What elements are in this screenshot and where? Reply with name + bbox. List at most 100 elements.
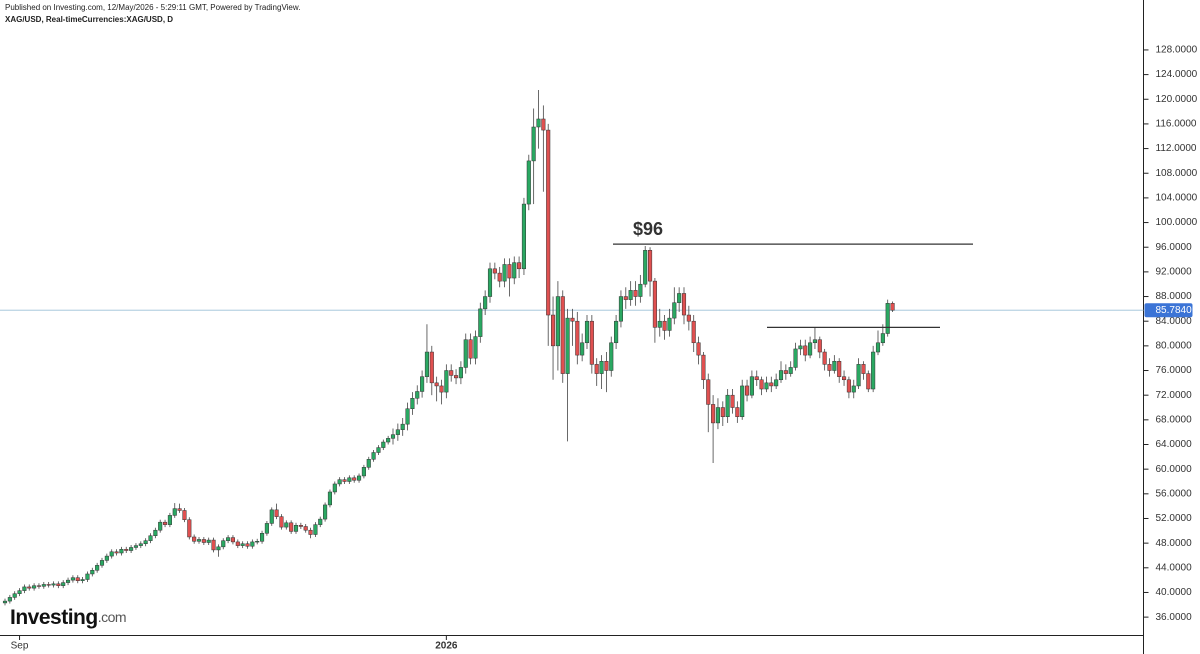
logo: Investing.com bbox=[10, 606, 126, 629]
candle-body bbox=[129, 547, 134, 551]
candle-body bbox=[725, 394, 730, 418]
candle-body bbox=[521, 203, 527, 270]
candle-body bbox=[211, 539, 216, 551]
y-tick-label: 48.0000 bbox=[1156, 538, 1193, 549]
x-tick-label: 2026 bbox=[435, 641, 458, 652]
candle-body bbox=[541, 118, 546, 131]
candle-body bbox=[468, 339, 473, 359]
candle-body bbox=[439, 385, 444, 393]
candle-body bbox=[536, 118, 541, 128]
candle-body bbox=[628, 290, 633, 300]
candle-body bbox=[371, 452, 376, 460]
y-tick-label: 40.0000 bbox=[1156, 587, 1193, 598]
candle-body bbox=[192, 536, 197, 542]
candle-body bbox=[90, 570, 95, 575]
candle-body bbox=[216, 546, 221, 551]
y-tick-label: 120.0000 bbox=[1156, 94, 1198, 105]
candle-body bbox=[158, 521, 163, 531]
candle-body bbox=[2, 600, 8, 604]
candle-body bbox=[885, 303, 890, 334]
candle-body bbox=[492, 268, 497, 274]
candle-body bbox=[444, 370, 449, 393]
candle-body bbox=[177, 508, 182, 511]
candle-body bbox=[70, 577, 75, 581]
candle-body bbox=[623, 296, 628, 300]
candle-body bbox=[546, 129, 551, 316]
y-tick-label: 124.0000 bbox=[1156, 69, 1198, 80]
candle-body bbox=[429, 351, 434, 384]
candle-body bbox=[357, 475, 362, 481]
candle-body bbox=[279, 516, 284, 528]
candle-body bbox=[827, 364, 832, 371]
candle-body bbox=[148, 535, 153, 541]
y-tick-label: 68.0000 bbox=[1156, 414, 1193, 425]
candle-body bbox=[618, 296, 624, 322]
candle-body bbox=[890, 303, 895, 311]
candle-body bbox=[99, 560, 105, 566]
candle-body bbox=[473, 336, 478, 359]
candle-body bbox=[652, 280, 657, 328]
candle-body bbox=[609, 342, 614, 371]
symbol-info: XAG/USD, Real-timeCurrencies:XAG/USD, D bbox=[5, 15, 173, 24]
y-tick-label: 60.0000 bbox=[1156, 464, 1193, 475]
candle-body bbox=[104, 555, 109, 561]
candle-body bbox=[551, 314, 556, 347]
candle-body bbox=[749, 376, 754, 396]
y-tick-label: 44.0000 bbox=[1156, 562, 1193, 573]
candle-body bbox=[410, 398, 415, 409]
logo-suffix: .com bbox=[98, 609, 126, 625]
y-tick-label: 84.0000 bbox=[1156, 316, 1193, 327]
candle-body bbox=[745, 385, 750, 396]
candle-body bbox=[415, 391, 420, 399]
candle-body bbox=[555, 296, 560, 347]
candle-body bbox=[255, 541, 260, 543]
candle-body bbox=[390, 434, 396, 439]
candle-body bbox=[463, 339, 468, 368]
candle-body bbox=[32, 585, 37, 589]
candle-body bbox=[51, 583, 56, 586]
candle-body bbox=[681, 293, 687, 316]
candle-body bbox=[395, 429, 400, 435]
candle-body bbox=[686, 314, 691, 322]
candle-body bbox=[133, 545, 138, 548]
candle-body bbox=[735, 407, 740, 418]
candle-body bbox=[405, 408, 410, 425]
candle-body bbox=[250, 541, 255, 547]
candle-body bbox=[633, 290, 638, 297]
candle-body bbox=[75, 577, 80, 581]
candle-body bbox=[323, 504, 328, 520]
candle-body bbox=[293, 525, 299, 532]
candle-body bbox=[861, 364, 866, 374]
candle-body bbox=[599, 361, 604, 374]
candle-body bbox=[376, 447, 381, 453]
candle-body bbox=[778, 370, 784, 381]
candle-body bbox=[570, 317, 575, 322]
candle-body bbox=[143, 540, 148, 545]
candle-body bbox=[342, 479, 347, 482]
candle-body bbox=[803, 345, 808, 356]
y-tick-label: 72.0000 bbox=[1156, 390, 1193, 401]
candle-body bbox=[512, 262, 517, 279]
candle-body bbox=[124, 549, 129, 551]
candle-body bbox=[386, 438, 391, 443]
candle-body bbox=[584, 320, 590, 344]
candle-body bbox=[424, 351, 429, 377]
candle-body bbox=[696, 342, 701, 356]
candle-body bbox=[837, 361, 842, 377]
candle-body bbox=[264, 523, 269, 534]
candle-body bbox=[153, 529, 158, 536]
candle-body bbox=[580, 342, 585, 356]
y-tick-label: 36.0000 bbox=[1156, 612, 1193, 623]
candle-body bbox=[260, 533, 265, 542]
candle-body bbox=[61, 582, 66, 586]
candle-body bbox=[458, 367, 463, 379]
y-tick-label: 80.0000 bbox=[1156, 340, 1193, 351]
candle-body bbox=[332, 483, 337, 493]
candle-body bbox=[730, 394, 735, 408]
candle-body bbox=[517, 262, 522, 270]
candle-body bbox=[7, 597, 12, 602]
candle-body bbox=[454, 375, 459, 379]
candle-body bbox=[871, 351, 876, 390]
candle-body bbox=[798, 345, 803, 350]
candle-body bbox=[788, 367, 793, 374]
